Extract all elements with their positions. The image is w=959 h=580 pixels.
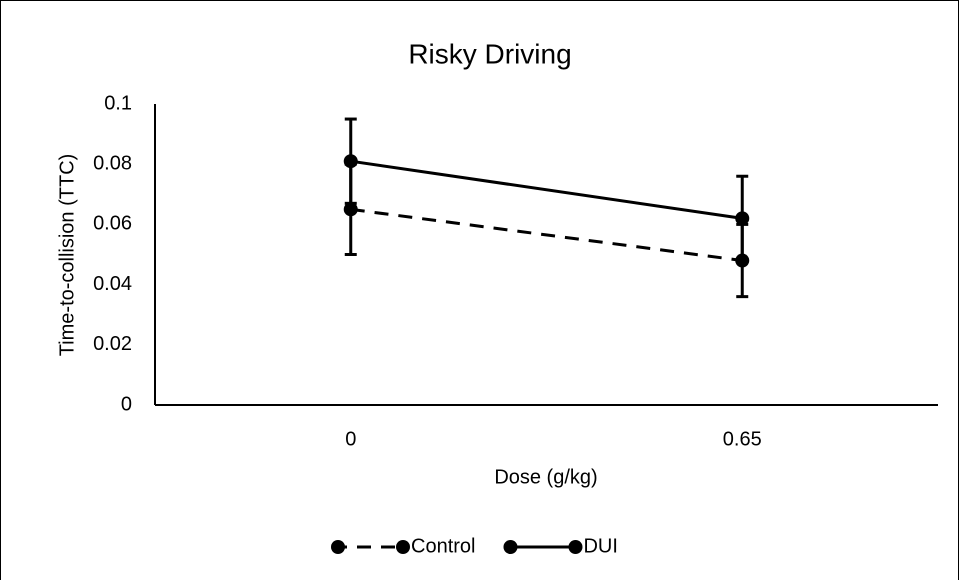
- point: [735, 211, 750, 226]
- y-axis-label: Time-to-collision (TTC): [56, 154, 78, 357]
- y-tick-label: 0.1: [104, 92, 132, 114]
- legend-label: Control: [411, 535, 475, 557]
- y-tick-label: 0.02: [93, 333, 132, 355]
- y-tick-label: 0.04: [93, 273, 132, 295]
- series-line: [350, 159, 743, 220]
- legend-marker: [503, 540, 518, 554]
- x-tick-label: 0: [345, 428, 356, 450]
- series-line: [350, 207, 743, 263]
- x-axis-label: Dose (g/kg): [494, 466, 597, 488]
- chart-title: Risky Driving: [408, 38, 571, 69]
- y-tick-label: 0: [121, 393, 132, 415]
- legend-label: DUI: [583, 535, 617, 557]
- x-tick-label: 0.65: [723, 428, 762, 450]
- y-tick-label: 0.06: [93, 213, 132, 235]
- legend-marker: [396, 540, 410, 554]
- y-tick-label: 0.08: [93, 152, 132, 174]
- point: [343, 154, 358, 169]
- point: [343, 202, 358, 217]
- legend-marker: [568, 540, 583, 554]
- legend-marker: [331, 540, 345, 554]
